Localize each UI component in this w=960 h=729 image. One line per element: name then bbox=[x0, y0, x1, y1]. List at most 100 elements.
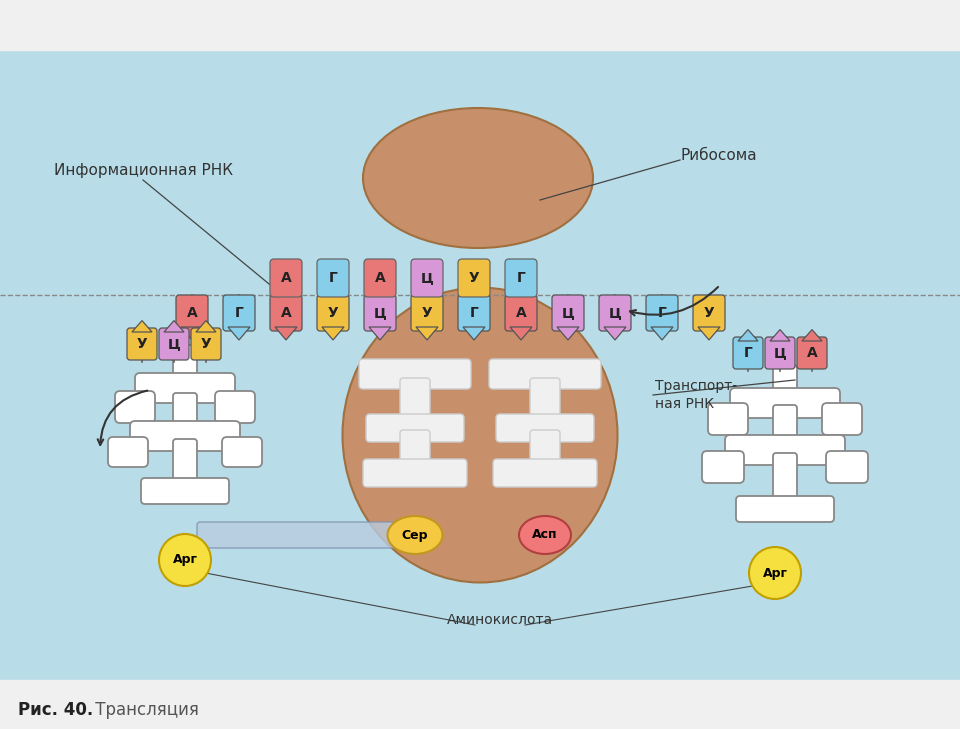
Polygon shape bbox=[557, 327, 579, 340]
Polygon shape bbox=[196, 321, 216, 332]
FancyBboxPatch shape bbox=[191, 328, 221, 360]
FancyBboxPatch shape bbox=[173, 393, 197, 434]
Polygon shape bbox=[322, 327, 344, 340]
Text: Арг: Арг bbox=[762, 566, 787, 580]
Text: Г: Г bbox=[516, 271, 525, 285]
Text: Ц: Ц bbox=[562, 306, 574, 320]
Text: Ц: Ц bbox=[420, 271, 433, 285]
FancyBboxPatch shape bbox=[223, 295, 255, 331]
FancyBboxPatch shape bbox=[173, 439, 197, 490]
Text: У: У bbox=[136, 337, 148, 351]
FancyBboxPatch shape bbox=[822, 403, 862, 435]
FancyBboxPatch shape bbox=[530, 430, 560, 474]
Text: У: У bbox=[704, 306, 714, 320]
FancyBboxPatch shape bbox=[458, 295, 490, 331]
Text: Г: Г bbox=[658, 306, 666, 320]
FancyBboxPatch shape bbox=[552, 295, 584, 331]
FancyBboxPatch shape bbox=[159, 328, 189, 360]
FancyBboxPatch shape bbox=[108, 437, 148, 467]
Polygon shape bbox=[275, 327, 297, 340]
FancyBboxPatch shape bbox=[530, 378, 560, 429]
FancyBboxPatch shape bbox=[364, 259, 396, 297]
FancyBboxPatch shape bbox=[736, 496, 834, 522]
Text: Рибосома: Рибосома bbox=[680, 147, 756, 163]
Polygon shape bbox=[698, 327, 720, 340]
FancyBboxPatch shape bbox=[364, 295, 396, 331]
FancyBboxPatch shape bbox=[130, 421, 240, 451]
FancyBboxPatch shape bbox=[173, 345, 197, 386]
Ellipse shape bbox=[363, 108, 593, 248]
Polygon shape bbox=[510, 327, 532, 340]
FancyBboxPatch shape bbox=[135, 373, 235, 403]
Text: Транспорт-
ная РНК: Транспорт- ная РНК bbox=[655, 379, 737, 410]
Text: У: У bbox=[201, 337, 211, 351]
Text: Рис. 40.: Рис. 40. bbox=[18, 701, 93, 719]
FancyBboxPatch shape bbox=[359, 359, 471, 389]
Text: Арг: Арг bbox=[173, 553, 198, 566]
Text: Г: Г bbox=[469, 306, 478, 320]
Text: Ц: Ц bbox=[373, 306, 387, 320]
FancyBboxPatch shape bbox=[599, 295, 631, 331]
Bar bbox=[0, 50, 960, 680]
Ellipse shape bbox=[388, 516, 443, 554]
Text: У: У bbox=[327, 306, 338, 320]
Text: Г: Г bbox=[328, 271, 337, 285]
Polygon shape bbox=[738, 330, 758, 341]
Text: Г: Г bbox=[234, 306, 244, 320]
FancyBboxPatch shape bbox=[400, 430, 430, 474]
Polygon shape bbox=[132, 321, 152, 332]
Polygon shape bbox=[228, 327, 250, 340]
FancyBboxPatch shape bbox=[458, 259, 490, 297]
FancyBboxPatch shape bbox=[197, 522, 398, 548]
Polygon shape bbox=[651, 327, 673, 340]
Text: А: А bbox=[280, 271, 292, 285]
FancyBboxPatch shape bbox=[773, 453, 797, 509]
Text: У: У bbox=[468, 271, 479, 285]
Text: Ц: Ц bbox=[168, 337, 180, 351]
FancyBboxPatch shape bbox=[489, 359, 601, 389]
FancyBboxPatch shape bbox=[400, 378, 430, 429]
FancyBboxPatch shape bbox=[496, 414, 594, 442]
FancyBboxPatch shape bbox=[222, 437, 262, 467]
Polygon shape bbox=[369, 327, 391, 340]
Text: А: А bbox=[186, 306, 198, 320]
Circle shape bbox=[159, 534, 211, 586]
FancyBboxPatch shape bbox=[411, 259, 443, 297]
Ellipse shape bbox=[343, 287, 617, 582]
FancyBboxPatch shape bbox=[725, 435, 845, 465]
FancyBboxPatch shape bbox=[646, 295, 678, 331]
FancyBboxPatch shape bbox=[411, 295, 443, 331]
FancyBboxPatch shape bbox=[363, 459, 467, 487]
Text: Информационная РНК: Информационная РНК bbox=[54, 163, 232, 177]
FancyBboxPatch shape bbox=[702, 451, 744, 483]
FancyBboxPatch shape bbox=[141, 478, 229, 504]
Text: Аминокислота: Аминокислота bbox=[447, 613, 553, 627]
FancyBboxPatch shape bbox=[693, 295, 725, 331]
FancyBboxPatch shape bbox=[270, 259, 302, 297]
FancyBboxPatch shape bbox=[733, 337, 763, 369]
FancyBboxPatch shape bbox=[115, 391, 155, 423]
FancyBboxPatch shape bbox=[176, 295, 208, 331]
Text: Трансляция: Трансляция bbox=[90, 701, 199, 719]
Circle shape bbox=[749, 547, 801, 599]
FancyBboxPatch shape bbox=[505, 259, 537, 297]
FancyBboxPatch shape bbox=[773, 365, 797, 401]
Text: Асп: Асп bbox=[532, 529, 558, 542]
Text: А: А bbox=[806, 346, 817, 360]
FancyBboxPatch shape bbox=[797, 337, 827, 369]
FancyBboxPatch shape bbox=[505, 295, 537, 331]
Polygon shape bbox=[604, 327, 626, 340]
Polygon shape bbox=[164, 321, 184, 332]
Text: А: А bbox=[516, 306, 526, 320]
Polygon shape bbox=[770, 330, 790, 341]
Text: Ц: Ц bbox=[609, 306, 621, 320]
Text: Сер: Сер bbox=[401, 529, 428, 542]
Text: Г: Г bbox=[744, 346, 753, 360]
FancyBboxPatch shape bbox=[317, 295, 349, 331]
FancyBboxPatch shape bbox=[493, 459, 597, 487]
FancyBboxPatch shape bbox=[708, 403, 748, 435]
Polygon shape bbox=[416, 327, 438, 340]
Polygon shape bbox=[802, 330, 822, 341]
FancyBboxPatch shape bbox=[773, 405, 797, 449]
Text: А: А bbox=[374, 271, 385, 285]
